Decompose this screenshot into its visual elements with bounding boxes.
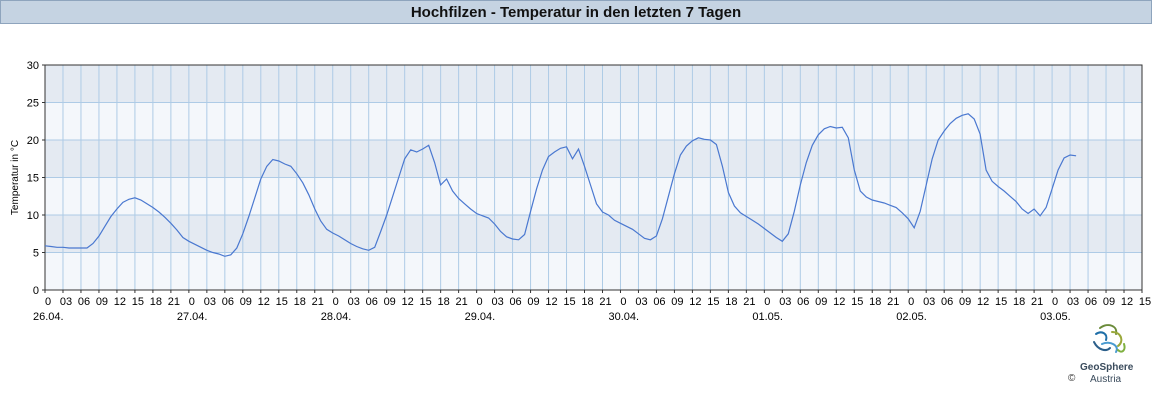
x-tick-label: 21	[168, 296, 180, 308]
date-label: 28.04.	[321, 311, 352, 323]
x-tick-label: 15	[276, 296, 288, 308]
x-tick-label: 06	[366, 296, 378, 308]
y-tick-label: 10	[27, 210, 39, 222]
x-tick-label: 21	[743, 296, 755, 308]
x-tick-label: 12	[833, 296, 845, 308]
date-label: 29.04.	[465, 311, 496, 323]
x-tick-label: 06	[797, 296, 809, 308]
date-label: 03.05.	[1040, 311, 1071, 323]
x-tick-label: 18	[869, 296, 881, 308]
x-tick-label: 12	[114, 296, 126, 308]
x-tick-label: 09	[959, 296, 971, 308]
x-tick-label: 12	[689, 296, 701, 308]
x-tick-label: 21	[887, 296, 899, 308]
logo-name: GeoSphere	[1080, 362, 1134, 373]
y-tick-label: 20	[27, 135, 39, 147]
date-label: 26.04.	[33, 311, 64, 323]
x-tick-label: 15	[132, 296, 144, 308]
x-tick-label: 06	[222, 296, 234, 308]
x-tick-label: 21	[599, 296, 611, 308]
x-tick-label: 0	[1052, 296, 1058, 308]
plot-band	[45, 65, 1142, 103]
x-tick-label: 15	[1139, 296, 1151, 308]
plot-band	[45, 140, 1142, 178]
x-tick-label: 09	[96, 296, 108, 308]
y-tick-label: 0	[33, 285, 39, 297]
y-axis-label: Temperatur in °C	[10, 140, 21, 215]
geosphere-logo-icon	[1072, 320, 1148, 386]
x-tick-label: 03	[635, 296, 647, 308]
x-tick-label: 12	[1121, 296, 1133, 308]
x-tick-label: 12	[545, 296, 557, 308]
y-tick-label: 30	[27, 60, 39, 72]
x-tick-label: 21	[1031, 296, 1043, 308]
x-tick-label: 03	[204, 296, 216, 308]
x-tick-label: 03	[779, 296, 791, 308]
x-tick-label: 18	[438, 296, 450, 308]
x-tick-label: 21	[455, 296, 467, 308]
x-tick-label: 18	[294, 296, 306, 308]
x-tick-label: 18	[150, 296, 162, 308]
date-label: 30.04.	[608, 311, 639, 323]
x-tick-label: 03	[348, 296, 360, 308]
x-tick-label: 09	[671, 296, 683, 308]
x-tick-label: 03	[60, 296, 72, 308]
x-tick-label: 15	[707, 296, 719, 308]
plot-band	[45, 215, 1142, 253]
x-tick-label: 06	[653, 296, 665, 308]
x-tick-label: 03	[923, 296, 935, 308]
x-tick-label: 06	[1085, 296, 1097, 308]
temperature-line	[44, 113, 1077, 257]
y-tick-label: 15	[27, 173, 39, 185]
x-tick-label: 0	[45, 296, 51, 308]
date-label: 02.05.	[896, 311, 927, 323]
x-tick-label: 09	[815, 296, 827, 308]
copyright-symbol: ©	[1068, 373, 1076, 384]
y-tick-label: 5	[33, 248, 39, 260]
x-tick-label: 03	[1067, 296, 1079, 308]
x-tick-label: 09	[384, 296, 396, 308]
x-tick-label: 12	[258, 296, 270, 308]
x-tick-label: 06	[941, 296, 953, 308]
x-tick-label: 03	[491, 296, 503, 308]
x-tick-label: 15	[851, 296, 863, 308]
x-tick-label: 12	[402, 296, 414, 308]
chart-title: Hochfilzen - Temperatur in den letzten 7…	[0, 0, 1152, 24]
x-tick-label: 21	[312, 296, 324, 308]
x-tick-label: 0	[908, 296, 914, 308]
x-tick-label: 0	[333, 296, 339, 308]
x-tick-label: 15	[995, 296, 1007, 308]
x-tick-label: 0	[477, 296, 483, 308]
x-tick-label: 0	[620, 296, 626, 308]
y-tick-label: 25	[27, 98, 39, 110]
x-tick-label: 09	[527, 296, 539, 308]
plot-band	[45, 102, 1142, 140]
plot-band	[45, 252, 1142, 290]
x-tick-label: 15	[563, 296, 575, 308]
logo-subtitle: Austria	[1090, 374, 1122, 385]
x-tick-label: 0	[189, 296, 195, 308]
x-tick-label: 0	[764, 296, 770, 308]
x-tick-label: 09	[1103, 296, 1115, 308]
x-tick-label: 06	[78, 296, 90, 308]
date-label: 01.05.	[752, 311, 783, 323]
x-tick-label: 06	[509, 296, 521, 308]
x-tick-label: 12	[977, 296, 989, 308]
x-tick-label: 09	[240, 296, 252, 308]
x-tick-label: 18	[1013, 296, 1025, 308]
x-tick-label: 18	[725, 296, 737, 308]
x-tick-label: 15	[420, 296, 432, 308]
date-label: 27.04.	[177, 311, 208, 323]
x-tick-label: 18	[581, 296, 593, 308]
